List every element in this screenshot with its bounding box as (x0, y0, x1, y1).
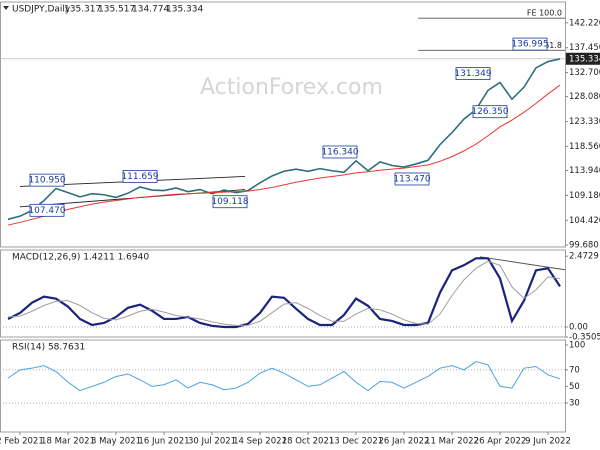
y-tick-label: 104.420 (569, 216, 600, 226)
series-line (7, 58, 561, 221)
series-line (7, 84, 561, 226)
panel-title: USDJPY,Daily (12, 5, 71, 15)
annotation-label: 111.659 (121, 172, 158, 182)
annotation-label: 109.118 (211, 197, 248, 207)
y-tick-label: 109.180 (569, 191, 600, 201)
y-tick-label: 99.680 (569, 241, 599, 251)
x-tick-label: 28 Oct 2021 (282, 437, 335, 447)
menu-arrow (3, 6, 9, 10)
x-tick-label: 13 Dec 2021 (329, 437, 383, 447)
header-value: 135.334 (166, 5, 203, 15)
x-tick-label: 14 Sep 2021 (233, 437, 287, 447)
last-price-label: 135.334 (569, 54, 600, 64)
y-tick-label: 2.4729 (569, 252, 599, 262)
fe-label: FE 100.0 (527, 9, 562, 18)
annotation-label: 126.350 (471, 107, 508, 117)
y-tick-label: 100 (569, 340, 585, 350)
x-tick-label: 26 Apr 2022 (474, 437, 527, 447)
panel-title: MACD(12,26,9) 1.4211 1.6940 (12, 253, 149, 263)
annotation-box (394, 172, 430, 186)
x-tick-label: 26 Jan 2022 (379, 437, 430, 447)
y-tick-label: 30 (569, 398, 580, 408)
annotation-label: 131.349 (454, 69, 491, 79)
annotation-box (29, 203, 65, 217)
watermark: ActionForex.com (200, 75, 383, 100)
annotation-label: 113.470 (393, 174, 430, 184)
y-tick-label: 128.080 (569, 92, 600, 102)
series-line (7, 257, 561, 329)
x-tick-label: 9 Jun 2022 (525, 437, 571, 447)
last-price-box (566, 52, 600, 65)
y-tick-label: 50 (569, 382, 580, 392)
y-tick-label: 0.00 (569, 322, 588, 332)
series-line (7, 260, 561, 327)
y-tick-label: 137.450 (569, 43, 600, 53)
annotation-box (512, 37, 548, 51)
x-tick-label: 18 Mar 2021 (41, 437, 95, 447)
annotation-box (455, 67, 491, 80)
series-line (7, 361, 561, 392)
x-tick-label: 3 May 2021 (91, 437, 141, 447)
panel-frame (0, 1, 566, 248)
annotation-label: 107.470 (28, 206, 65, 216)
annotation-label: 110.950 (28, 176, 65, 186)
header-value: 135.517 (98, 5, 135, 15)
panel-frame (0, 339, 566, 433)
panel-title: RSI(14) 58.7631 (12, 343, 85, 353)
annotation-box (472, 105, 508, 119)
annotation-label: 116.340 (321, 147, 358, 157)
annotation-box (122, 170, 158, 183)
y-tick-label: 123.330 (569, 117, 600, 127)
y-tick-label: 142.220 (569, 18, 600, 28)
annotation-box (322, 145, 358, 159)
y-tick-label: 70 (569, 365, 580, 375)
annotation-label: 136.995 (511, 40, 548, 50)
annotation-box (212, 195, 248, 209)
x-tick-label: 16 Jun 2021 (138, 437, 189, 447)
x-tick-label: 11 Mar 2022 (425, 437, 479, 447)
x-tick-label: 30 Jul 2021 (188, 437, 236, 447)
panel-frame (0, 249, 566, 338)
y-tick-label: -0.3505 (569, 333, 600, 343)
y-tick-label: 118.560 (569, 142, 600, 152)
y-tick-label: 132.700 (569, 68, 600, 78)
annotation-box (29, 173, 65, 187)
header-value: 135.317 (64, 5, 101, 15)
trend-line (479, 256, 566, 271)
y-tick-label: 113.940 (569, 166, 600, 176)
header-value: 134.774 (132, 5, 169, 15)
x-tick-label: 2 Feb 2021 (0, 437, 44, 447)
